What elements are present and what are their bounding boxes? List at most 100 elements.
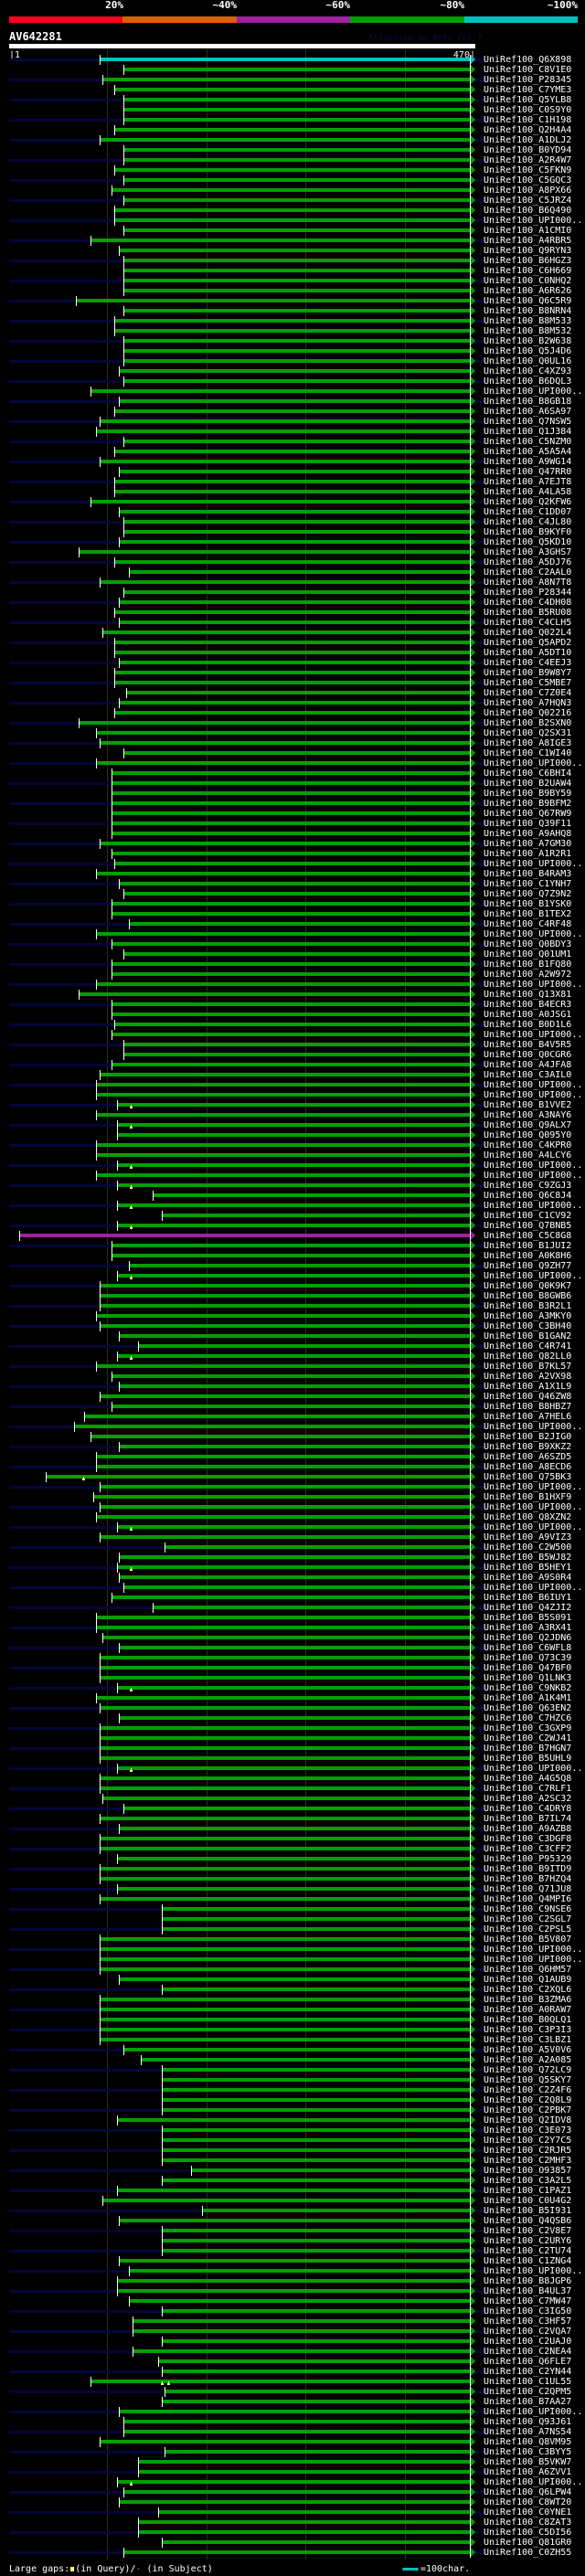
hit-label[interactable]: UniRef100_C8V1E0 — [484, 65, 572, 75]
hit-label[interactable]: UniRef100_C0YNE1 — [484, 2507, 572, 2518]
hit-bar[interactable] — [96, 1616, 471, 1619]
hit-bar[interactable] — [117, 2279, 471, 2283]
hit-bar[interactable] — [100, 580, 471, 584]
hit-label[interactable]: UniRef100_A2VX98 — [484, 1372, 572, 1382]
hit-bar[interactable] — [100, 1706, 471, 1710]
hit-label[interactable]: UniRef100_Q46ZW8 — [484, 1392, 572, 1402]
hit-label[interactable]: UniRef100_Q6FLE7 — [484, 2357, 572, 2367]
hit-bar[interactable] — [117, 1686, 471, 1690]
hit-bar[interactable] — [112, 972, 471, 976]
hit-label[interactable]: UniRef100_B5HEY1 — [484, 1563, 572, 1573]
hit-bar[interactable] — [112, 811, 471, 815]
hit-bar[interactable] — [100, 1817, 471, 1820]
hit-bar[interactable] — [90, 2380, 471, 2383]
hit-bar[interactable] — [162, 2540, 471, 2544]
hit-bar[interactable] — [96, 429, 471, 433]
hit-label[interactable]: UniRef100_Q71JU8 — [484, 1884, 572, 1894]
hit-label[interactable]: UniRef100_B6IUY1 — [484, 1593, 572, 1603]
hit-bar[interactable] — [123, 1807, 471, 1810]
hit-label[interactable]: UniRef100_C3BH40 — [484, 1321, 572, 1331]
hit-label[interactable]: UniRef100_A7HQN3 — [484, 698, 572, 708]
hit-bar[interactable] — [119, 1334, 471, 1338]
hit-bar[interactable] — [100, 1485, 471, 1489]
hit-bar[interactable] — [112, 822, 471, 825]
hit-label[interactable]: UniRef100_B4RAM3 — [484, 869, 572, 879]
hit-label[interactable]: UniRef100_UPI000.. — [484, 1955, 583, 1965]
hit-label[interactable]: UniRef100_B9W8Y7 — [484, 668, 572, 678]
hit-bar[interactable] — [162, 2309, 471, 2313]
hit-bar[interactable] — [114, 560, 471, 564]
hit-label[interactable]: UniRef100_A9AZB8 — [484, 1824, 572, 1834]
hit-bar[interactable] — [129, 922, 471, 926]
hit-bar[interactable] — [114, 208, 471, 212]
hit-label[interactable]: UniRef100_C2W500 — [484, 1542, 572, 1553]
hit-bar[interactable] — [112, 1595, 471, 1599]
hit-bar[interactable] — [114, 651, 471, 654]
hit-label[interactable]: UniRef100_C3E073 — [484, 2125, 572, 2136]
hit-label[interactable]: UniRef100_C1YNH7 — [484, 879, 572, 889]
hit-label[interactable]: UniRef100_P28344 — [484, 588, 572, 598]
hit-label[interactable]: UniRef100_A9VIZ3 — [484, 1532, 572, 1542]
hit-bar[interactable] — [79, 721, 471, 725]
hit-bar[interactable] — [117, 1133, 471, 1137]
hit-label[interactable]: UniRef100_UPI000.. — [484, 1945, 583, 1955]
hit-label[interactable]: UniRef100_Q73C39 — [484, 1653, 572, 1663]
hit-label[interactable]: UniRef100_A2W972 — [484, 970, 572, 980]
hit-bar[interactable] — [114, 450, 471, 453]
hit-label[interactable]: UniRef100_C3P3I3 — [484, 2025, 572, 2035]
hit-bar[interactable] — [162, 2400, 471, 2403]
hit-bar[interactable] — [123, 590, 471, 594]
hit-bar[interactable] — [162, 2158, 471, 2162]
hit-bar[interactable] — [112, 1002, 471, 1006]
hit-bar[interactable] — [102, 631, 471, 634]
hit-label[interactable]: UniRef100_Q4MPI6 — [484, 1894, 572, 1904]
hit-label[interactable]: UniRef100_Q02216 — [484, 708, 572, 718]
hit-bar[interactable] — [100, 2440, 471, 2443]
hit-label[interactable]: UniRef100_Q81GR0 — [484, 2538, 572, 2548]
hit-label[interactable]: UniRef100_A3MKY0 — [484, 1311, 572, 1321]
hit-bar[interactable] — [100, 2038, 471, 2041]
hit-label[interactable]: UniRef100_B1HXF9 — [484, 1492, 572, 1502]
hit-label[interactable]: UniRef100_C2WJ41 — [484, 1733, 572, 1744]
hit-bar[interactable] — [119, 2219, 471, 2222]
hit-bar[interactable] — [96, 1093, 471, 1097]
hit-label[interactable]: UniRef100_B0D1L6 — [484, 1020, 572, 1030]
hit-bar[interactable] — [119, 2500, 471, 2504]
hit-bar[interactable] — [112, 902, 471, 906]
hit-bar[interactable] — [117, 1123, 471, 1127]
hit-bar[interactable] — [153, 1193, 471, 1197]
hit-bar[interactable] — [123, 2420, 471, 2423]
hit-label[interactable]: UniRef100_Q2H4A4 — [484, 125, 572, 135]
hit-label[interactable]: UniRef100_C4R741 — [484, 1341, 572, 1352]
hit-bar[interactable] — [112, 912, 471, 916]
hit-label[interactable]: UniRef100_A1DLJ2 — [484, 135, 572, 145]
hit-label[interactable]: UniRef100_C3LBZ1 — [484, 2035, 572, 2045]
hit-bar[interactable] — [119, 1555, 471, 1559]
hit-label[interactable]: UniRef100_A0K8H6 — [484, 1251, 572, 1261]
hit-bar[interactable] — [123, 440, 471, 443]
hit-bar[interactable] — [100, 2008, 471, 2011]
hit-bar[interactable] — [114, 681, 471, 684]
hit-label[interactable]: UniRef100_C2MHF3 — [484, 2156, 572, 2166]
hit-label[interactable]: UniRef100_A5DT10 — [484, 648, 572, 658]
hit-label[interactable]: UniRef100_UPI000.. — [484, 1522, 583, 1532]
hit-bar[interactable] — [117, 1274, 471, 1277]
hit-bar[interactable] — [100, 1676, 471, 1680]
hit-bar[interactable] — [123, 1043, 471, 1046]
hit-bar[interactable] — [90, 239, 471, 242]
hit-label[interactable]: UniRef100_C0NHQ2 — [484, 276, 572, 286]
hit-bar[interactable] — [100, 2018, 471, 2021]
hit-bar[interactable] — [96, 1083, 471, 1087]
hit-label[interactable]: UniRef100_B8HBZ7 — [484, 1402, 572, 1412]
hit-label[interactable]: UniRef100_C3BYY5 — [484, 2447, 572, 2457]
hit-label[interactable]: UniRef100_C7Z0E4 — [484, 688, 572, 698]
hit-label[interactable]: UniRef100_C4KPR0 — [484, 1140, 572, 1150]
hit-label[interactable]: UniRef100_C3GXP9 — [484, 1723, 572, 1733]
hit-bar[interactable] — [112, 801, 471, 805]
hit-bar[interactable] — [123, 289, 471, 292]
hit-label[interactable]: UniRef100_C4CLH5 — [484, 618, 572, 628]
hit-label[interactable]: UniRef100_A8IGE3 — [484, 738, 572, 748]
hit-bar[interactable] — [119, 600, 471, 604]
hit-label[interactable]: UniRef100_C2QPM5 — [484, 2387, 572, 2397]
hit-bar[interactable] — [100, 1998, 471, 2001]
